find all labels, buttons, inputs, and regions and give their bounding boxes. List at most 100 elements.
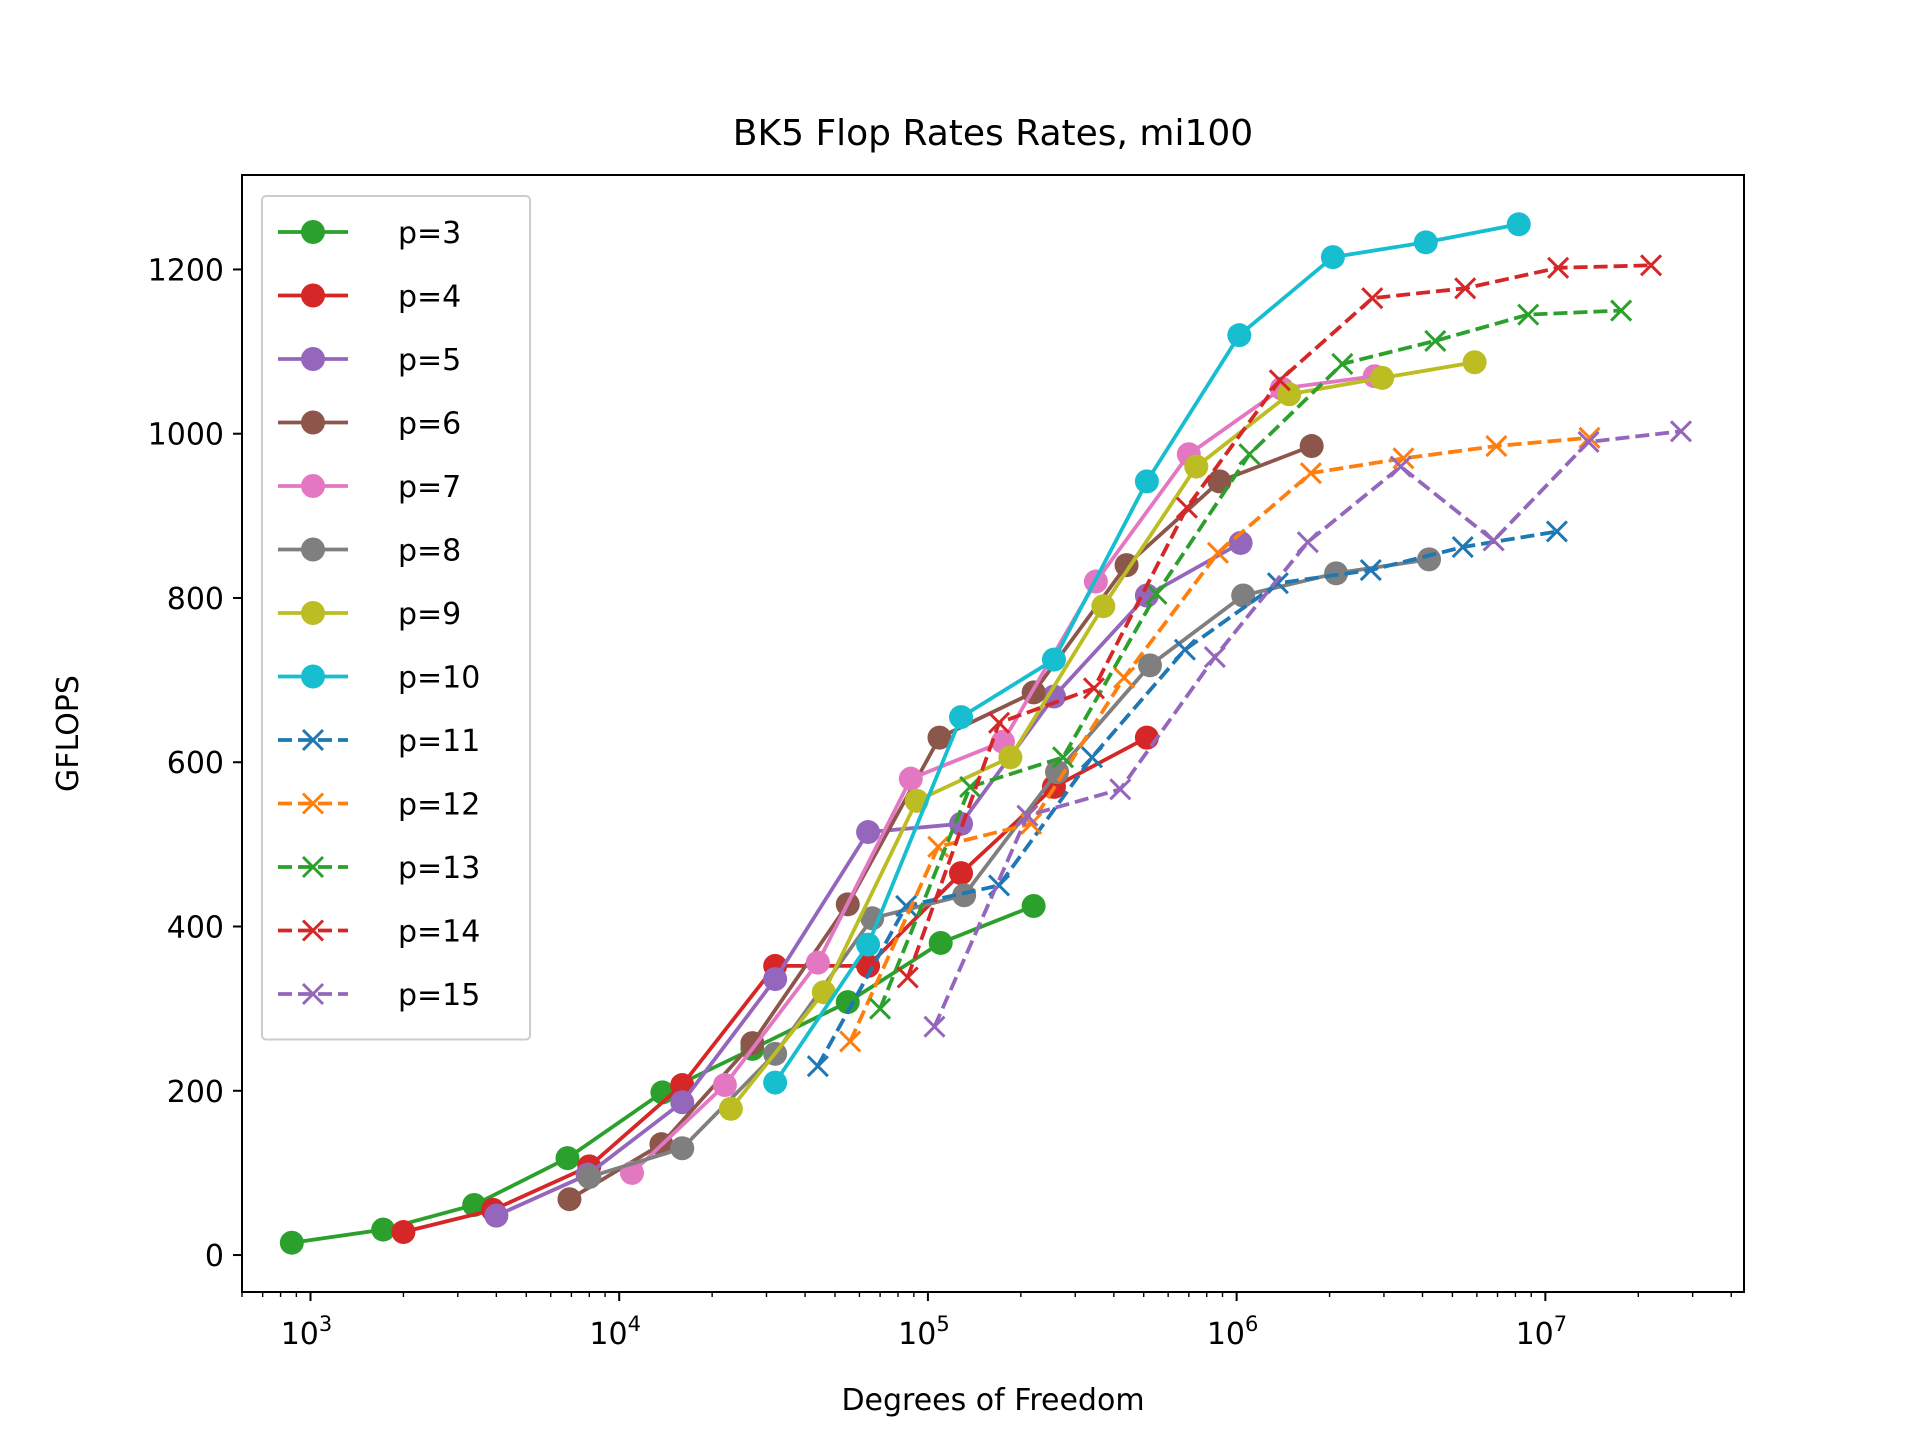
series-line (848, 435, 1590, 1043)
series-p=7 (619, 364, 1387, 1185)
data-point (1080, 746, 1104, 769)
y-tick-label: 400 (167, 911, 224, 946)
data-point (1238, 443, 1261, 466)
y-tick-label: 600 (167, 746, 224, 781)
data-point (856, 820, 881, 845)
data-point (988, 711, 1011, 734)
legend-label: p=9 (398, 597, 461, 632)
legend-marker (301, 347, 325, 371)
series-p=14 (896, 254, 1663, 989)
data-point (1370, 365, 1395, 390)
data-point (895, 894, 918, 918)
legend-item: p=14 (278, 915, 480, 950)
data-point (670, 1136, 695, 1161)
legend-item: p=13 (278, 851, 480, 886)
data-point (1392, 447, 1415, 470)
data-point (577, 1165, 602, 1190)
data-point (1417, 547, 1442, 572)
data-point (896, 966, 919, 989)
legend-marker (301, 283, 325, 308)
data-point (927, 725, 952, 750)
plot-frame (241, 174, 1745, 1293)
data-point (670, 1073, 695, 1098)
data-point (1145, 582, 1168, 605)
data-point (670, 1090, 695, 1115)
data-point (1669, 420, 1693, 443)
legend-marker (301, 410, 325, 435)
data-point (998, 745, 1023, 770)
data-point (1184, 454, 1209, 479)
legend-label: p=11 (398, 724, 480, 759)
legend-item: p=15 (278, 978, 480, 1013)
data-point (1266, 572, 1289, 595)
data-point (1610, 299, 1633, 322)
data-point (1175, 496, 1198, 519)
legend-item: p=11 (278, 724, 480, 759)
legend-marker (301, 474, 325, 498)
data-point (1506, 212, 1531, 237)
data-point (712, 1073, 737, 1098)
data-point (869, 997, 892, 1020)
data-point (462, 1192, 487, 1217)
x-axis-label: Degrees of Freedom (841, 1383, 1144, 1418)
data-point (949, 861, 974, 886)
data-point (1361, 287, 1384, 310)
plot-area (279, 212, 1693, 1255)
legend-marker (301, 664, 325, 689)
legend-label: p=5 (398, 343, 461, 378)
x-tick-label: 104 (589, 1312, 641, 1352)
data-point (1277, 382, 1302, 407)
data-point (856, 953, 881, 978)
legend-item: p=5 (278, 343, 461, 378)
data-point (898, 766, 923, 791)
legend-marker (301, 982, 325, 1006)
legend-label: p=7 (398, 470, 461, 505)
legend-label: p=8 (398, 534, 461, 569)
data-point (1268, 369, 1291, 392)
legend-marker (301, 220, 325, 244)
data-point (1485, 434, 1508, 458)
legend-item: p=12 (278, 788, 480, 823)
legend-label: p=14 (398, 915, 480, 950)
data-point (835, 990, 860, 1015)
data-point (1640, 254, 1663, 277)
data-point (391, 1220, 416, 1245)
legend-item: p=6 (278, 407, 461, 442)
legend-item: p=10 (278, 661, 480, 696)
data-point (740, 1031, 765, 1056)
data-point (1203, 646, 1226, 669)
y-tick-label: 0 (205, 1239, 224, 1274)
legend-label: p=6 (398, 407, 461, 442)
data-point (557, 1187, 582, 1212)
y-axis-label: GFLOPS (51, 675, 86, 792)
data-point (923, 1015, 946, 1038)
data-point (1231, 583, 1256, 608)
series-p=10 (763, 212, 1531, 1095)
data-point (1113, 666, 1136, 689)
legend-marker (301, 792, 325, 815)
legend-marker (301, 919, 325, 942)
data-point (1041, 684, 1066, 709)
data-point (1451, 535, 1474, 559)
data-point (1051, 746, 1075, 769)
y-tick-label: 1200 (148, 253, 224, 288)
legend-marker (301, 537, 325, 562)
legend: p=3 p=4 p=5 p=6 p=7 p=8 p=9 p=10 p=11 p=12 p=13 p=1… (261, 195, 531, 1041)
data-point (1091, 594, 1116, 619)
data-point (949, 705, 974, 730)
data-point (1173, 638, 1196, 661)
legend-item: p=9 (278, 597, 461, 632)
data-point (1296, 531, 1319, 554)
data-point (1227, 323, 1252, 348)
data-point (763, 1070, 788, 1095)
data-point (1545, 520, 1568, 543)
data-point (1016, 804, 1039, 827)
series-p=11 (806, 520, 1568, 1078)
data-point (371, 1217, 396, 1242)
data-point (484, 1203, 509, 1228)
legend-box (261, 195, 531, 1041)
data-point (1462, 350, 1487, 375)
data-point (1045, 760, 1070, 785)
